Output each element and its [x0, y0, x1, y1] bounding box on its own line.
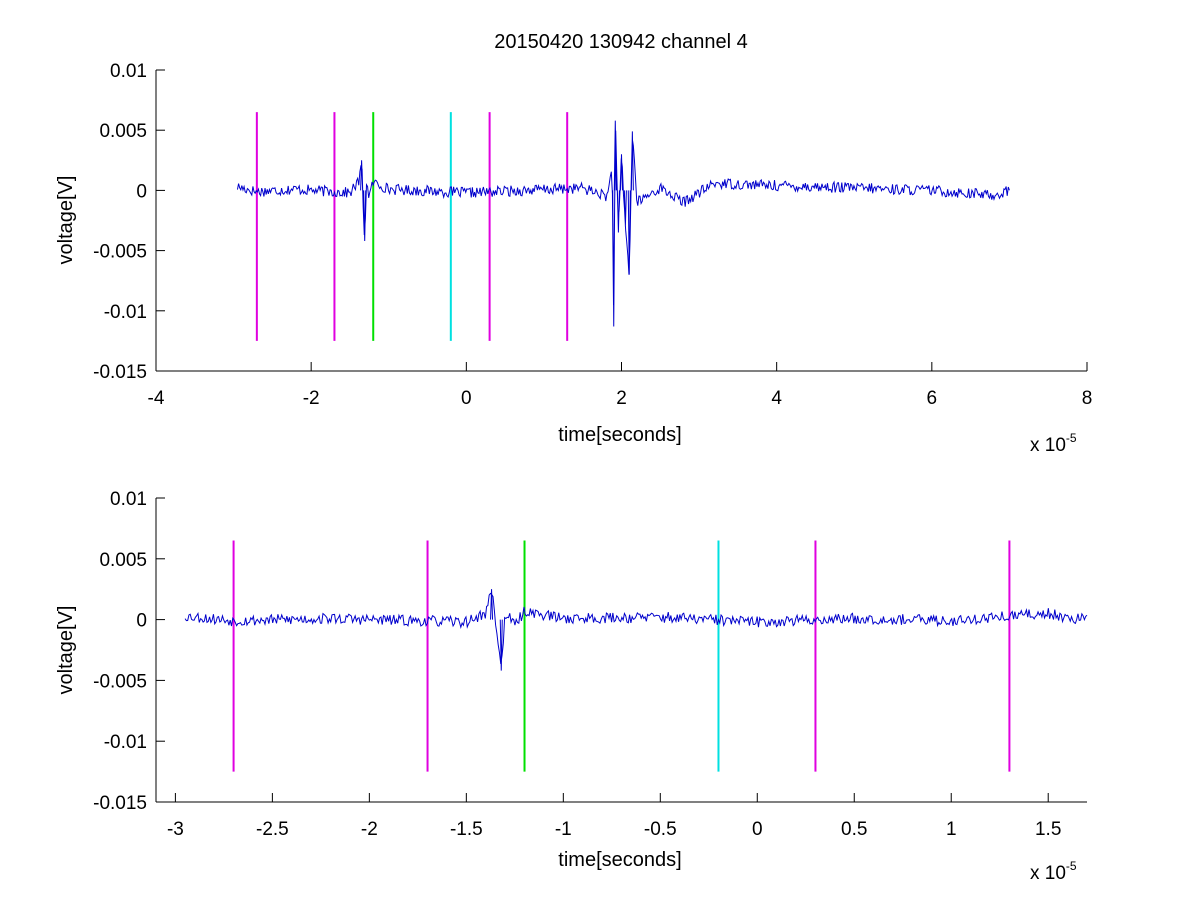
top-x-tick-label: 0 — [461, 388, 472, 409]
bottom-y-tick-label: 0.01 — [110, 489, 147, 510]
bottom-x-scale-exponent: -5 — [1066, 859, 1077, 873]
top-subplot: 20150420 130942 channel 4 -4 -2 0 2 4 6 8 0.01… — [55, 31, 1092, 456]
bottom-x-tick-label: -2 — [361, 819, 378, 840]
top-signal-trace — [236, 120, 1010, 327]
top-x-tick-label: 6 — [927, 388, 938, 409]
bottom-x-tick-label: 1.5 — [1035, 819, 1061, 840]
bottom-y-tick-label: -0.01 — [104, 732, 147, 753]
top-marker-layer — [255, 112, 569, 341]
top-x-tick-label: 2 — [616, 388, 627, 409]
bottom-signal-trace — [184, 589, 1088, 671]
bottom-x-ticks: -3 -2.5 -2 -1.5 -1 -0.5 0 0.5 1 1.5 — [167, 793, 1061, 840]
top-y-axis-label: voltage[V] — [55, 176, 77, 265]
bottom-y-axis-label: voltage[V] — [55, 606, 77, 695]
top-x-tick-label: 4 — [771, 388, 782, 409]
bottom-signal-layer — [184, 589, 1088, 671]
top-x-tick-label: -4 — [148, 388, 165, 409]
bottom-x-tick-label: 1 — [946, 819, 957, 840]
top-y-tick-label: -0.01 — [104, 302, 147, 323]
bottom-y-tick-label: 0 — [136, 611, 147, 632]
top-x-scale-exponent: -5 — [1066, 431, 1077, 445]
bottom-y-ticks: 0.01 0.005 0 -0.005 -0.01 -0.015 — [93, 489, 165, 814]
top-subplot-title: 20150420 130942 channel 4 — [494, 31, 748, 53]
bottom-x-tick-label: -0.5 — [644, 819, 677, 840]
bottom-x-scale-label: x 10-5 — [1030, 859, 1077, 884]
bottom-x-tick-label: -1.5 — [450, 819, 483, 840]
bottom-y-tick-label: -0.005 — [93, 671, 147, 692]
bottom-x-tick-label: 0 — [752, 819, 763, 840]
bottom-marker-layer — [232, 540, 1011, 772]
top-y-ticks: 0.01 0.005 0 -0.005 -0.01 -0.015 — [93, 61, 165, 383]
top-x-scale-label: x 10-5 — [1030, 431, 1077, 456]
bottom-x-tick-label: -2.5 — [256, 819, 289, 840]
bottom-x-tick-label: -3 — [167, 819, 184, 840]
top-y-tick-label: -0.005 — [93, 242, 147, 263]
top-y-tick-label: 0.005 — [99, 121, 147, 142]
bottom-y-tick-label: 0.005 — [99, 550, 147, 571]
top-x-tick-label: -2 — [303, 388, 320, 409]
top-x-tick-label: 8 — [1082, 388, 1093, 409]
top-x-ticks: -4 -2 0 2 4 6 8 — [148, 362, 1093, 409]
bottom-x-axis-label: time[seconds] — [558, 849, 681, 871]
top-y-tick-label: 0 — [136, 181, 147, 202]
bottom-x-tick-label: 0.5 — [841, 819, 867, 840]
bottom-y-tick-label: -0.015 — [93, 793, 147, 814]
bottom-x-scale-base: x 10 — [1030, 863, 1066, 884]
bottom-subplot: -3 -2.5 -2 -1.5 -1 -0.5 0 0.5 1 1.5 0.01 0.005 0 -0.… — [55, 489, 1088, 884]
top-x-scale-base: x 10 — [1030, 435, 1066, 456]
bottom-axes — [155, 498, 1087, 803]
bottom-x-tick-label: -1 — [555, 819, 572, 840]
top-y-tick-label: 0.01 — [110, 61, 147, 82]
top-y-tick-label: -0.015 — [93, 362, 147, 383]
top-x-axis-label: time[seconds] — [558, 424, 681, 446]
top-signal-layer — [236, 120, 1010, 327]
